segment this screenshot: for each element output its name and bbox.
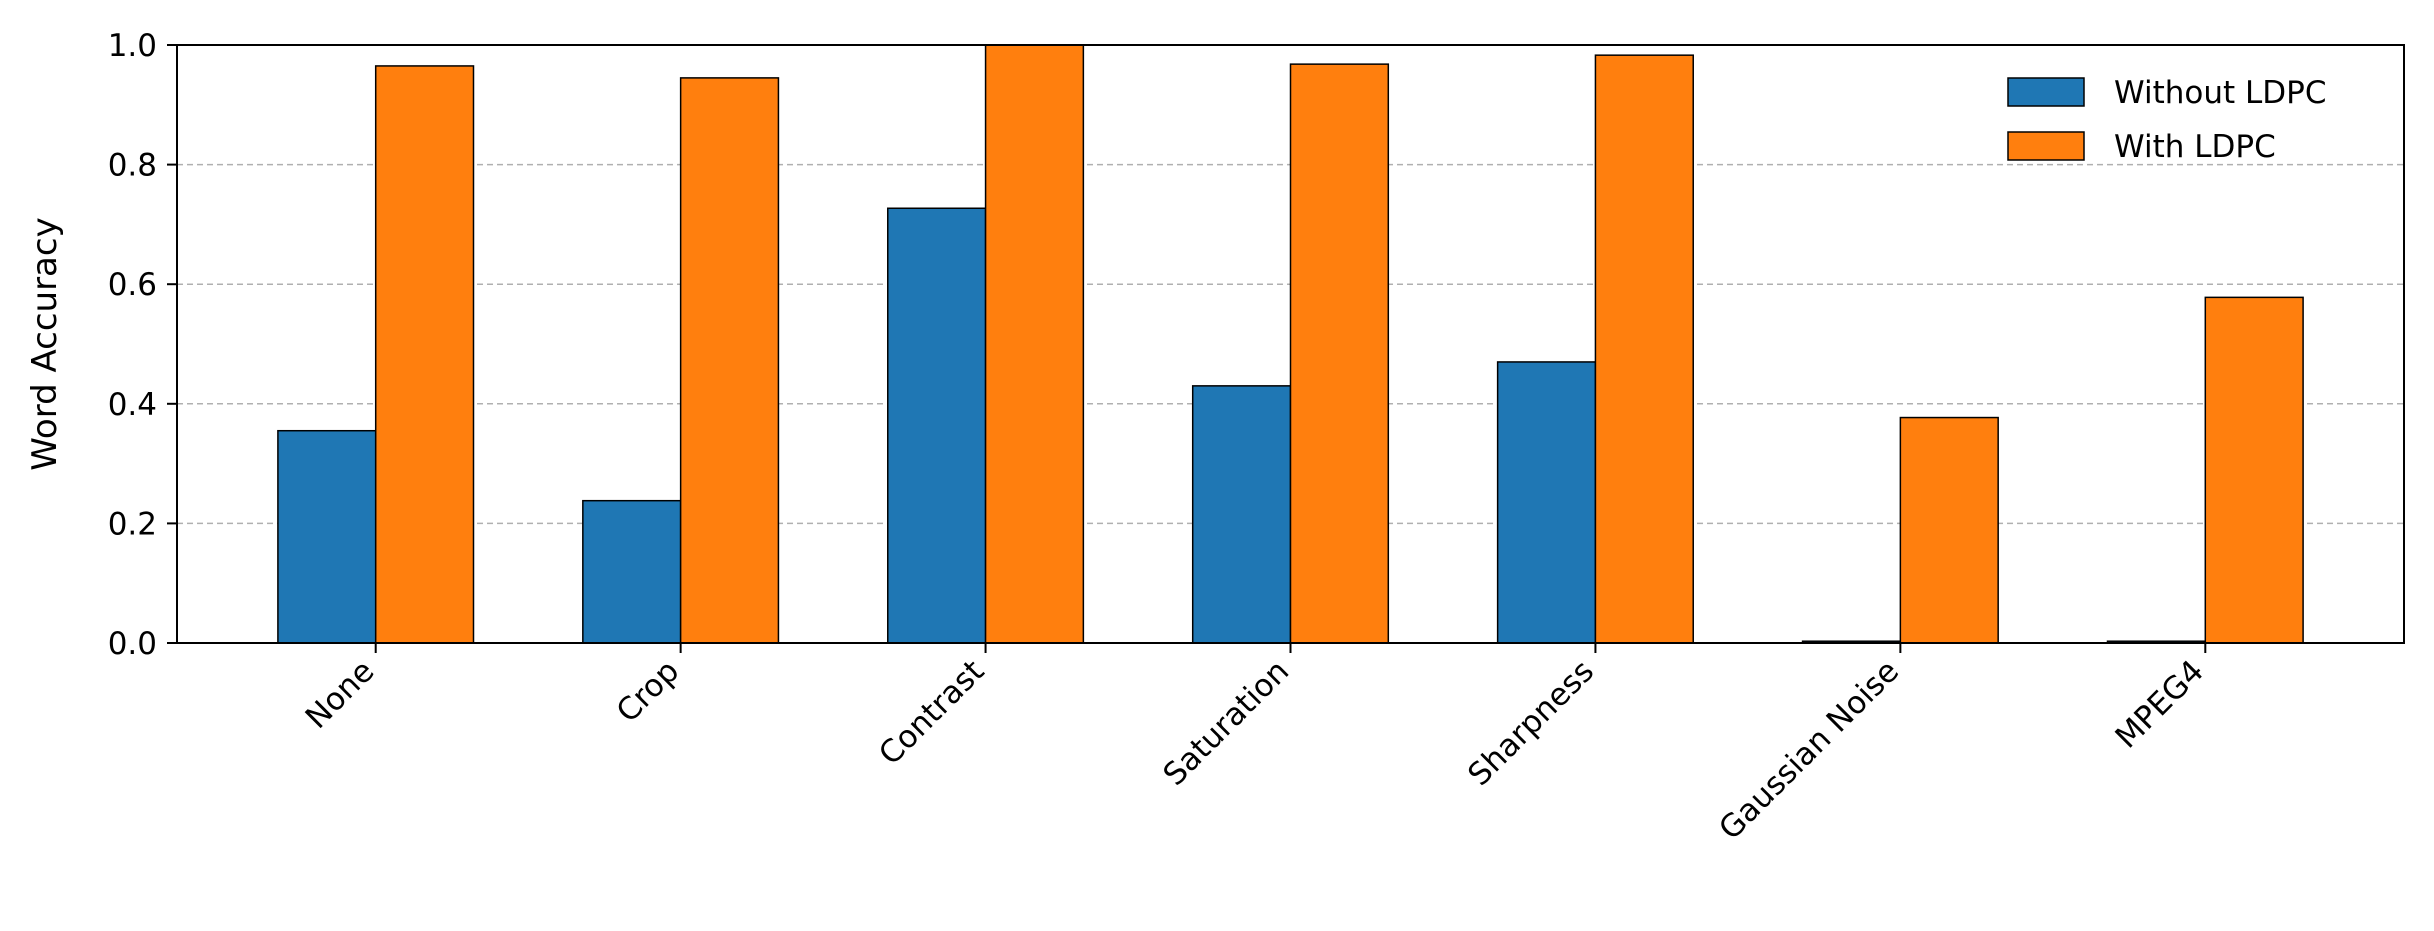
- bar: [2204, 296, 2304, 644]
- x-tick-label: Sharpness: [1461, 653, 1601, 793]
- legend-swatch: [2007, 77, 2085, 107]
- x-tick-label: Crop: [610, 653, 687, 730]
- plot-frame: [176, 44, 2405, 644]
- y-axis-label: Word Accuracy: [25, 217, 65, 470]
- bar: [887, 207, 987, 644]
- bar: [582, 499, 682, 644]
- bar: [1496, 361, 1597, 644]
- bar: [1289, 63, 1390, 644]
- x-tick-label: Gaussian Noise: [1712, 653, 1906, 847]
- y-tick-label: 0.6: [108, 267, 157, 303]
- bar: [1594, 54, 1694, 644]
- y-tick-label: 0.0: [108, 626, 157, 662]
- bar: [374, 65, 475, 644]
- legend-label: With LDPC: [2114, 129, 2276, 165]
- x-tick-label: Saturation: [1156, 653, 1296, 793]
- y-tick-label: 0.8: [108, 148, 157, 184]
- bar: [1191, 385, 1292, 644]
- bar: [984, 44, 1085, 644]
- x-tick-label: None: [299, 653, 382, 736]
- bar: [1899, 416, 1999, 644]
- y-tick-label: 0.2: [108, 506, 157, 542]
- x-tick-label: MPEG4: [2109, 653, 2211, 755]
- legend-swatch: [2007, 131, 2085, 161]
- y-tick-label: 0.4: [108, 387, 157, 423]
- y-tick-label: 1.0: [108, 28, 157, 64]
- x-tick-label: Contrast: [872, 653, 991, 772]
- bar: [679, 77, 780, 644]
- bar: [277, 429, 377, 644]
- legend-label: Without LDPC: [2114, 75, 2327, 111]
